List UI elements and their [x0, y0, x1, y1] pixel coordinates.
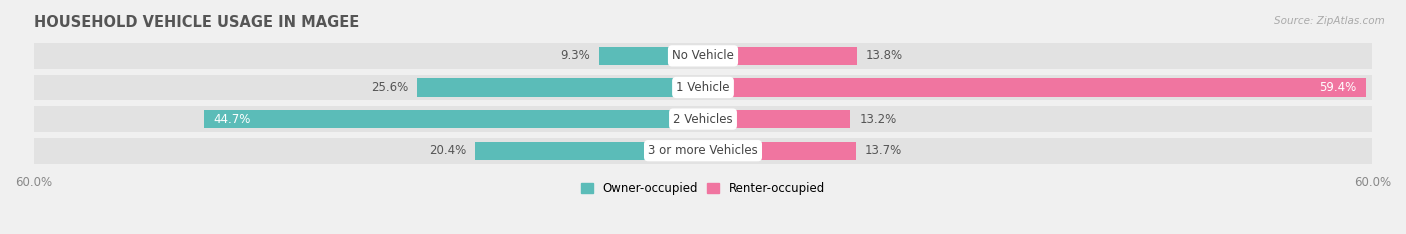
Bar	[418, 78, 703, 97]
Bar	[703, 142, 856, 160]
Text: Source: ZipAtlas.com: Source: ZipAtlas.com	[1274, 16, 1385, 26]
Text: No Vehicle: No Vehicle	[672, 49, 734, 62]
Bar	[703, 78, 1365, 97]
Bar	[34, 106, 1372, 132]
Text: 44.7%: 44.7%	[214, 113, 250, 126]
Text: 20.4%: 20.4%	[429, 144, 467, 157]
Text: 59.4%: 59.4%	[1320, 81, 1357, 94]
Text: 25.6%: 25.6%	[371, 81, 409, 94]
Text: 3 or more Vehicles: 3 or more Vehicles	[648, 144, 758, 157]
Text: 2 Vehicles: 2 Vehicles	[673, 113, 733, 126]
Bar	[599, 47, 703, 65]
Text: 13.8%: 13.8%	[866, 49, 903, 62]
Bar	[703, 110, 851, 128]
Text: HOUSEHOLD VEHICLE USAGE IN MAGEE: HOUSEHOLD VEHICLE USAGE IN MAGEE	[34, 15, 359, 30]
Legend: Owner-occupied, Renter-occupied: Owner-occupied, Renter-occupied	[581, 182, 825, 195]
Bar	[34, 138, 1372, 164]
Text: 1 Vehicle: 1 Vehicle	[676, 81, 730, 94]
Bar	[204, 110, 703, 128]
Bar	[34, 43, 1372, 69]
Text: 13.7%: 13.7%	[865, 144, 903, 157]
Text: 9.3%: 9.3%	[561, 49, 591, 62]
Text: 13.2%: 13.2%	[859, 113, 897, 126]
Bar	[34, 74, 1372, 100]
Bar	[703, 47, 858, 65]
Bar	[475, 142, 703, 160]
